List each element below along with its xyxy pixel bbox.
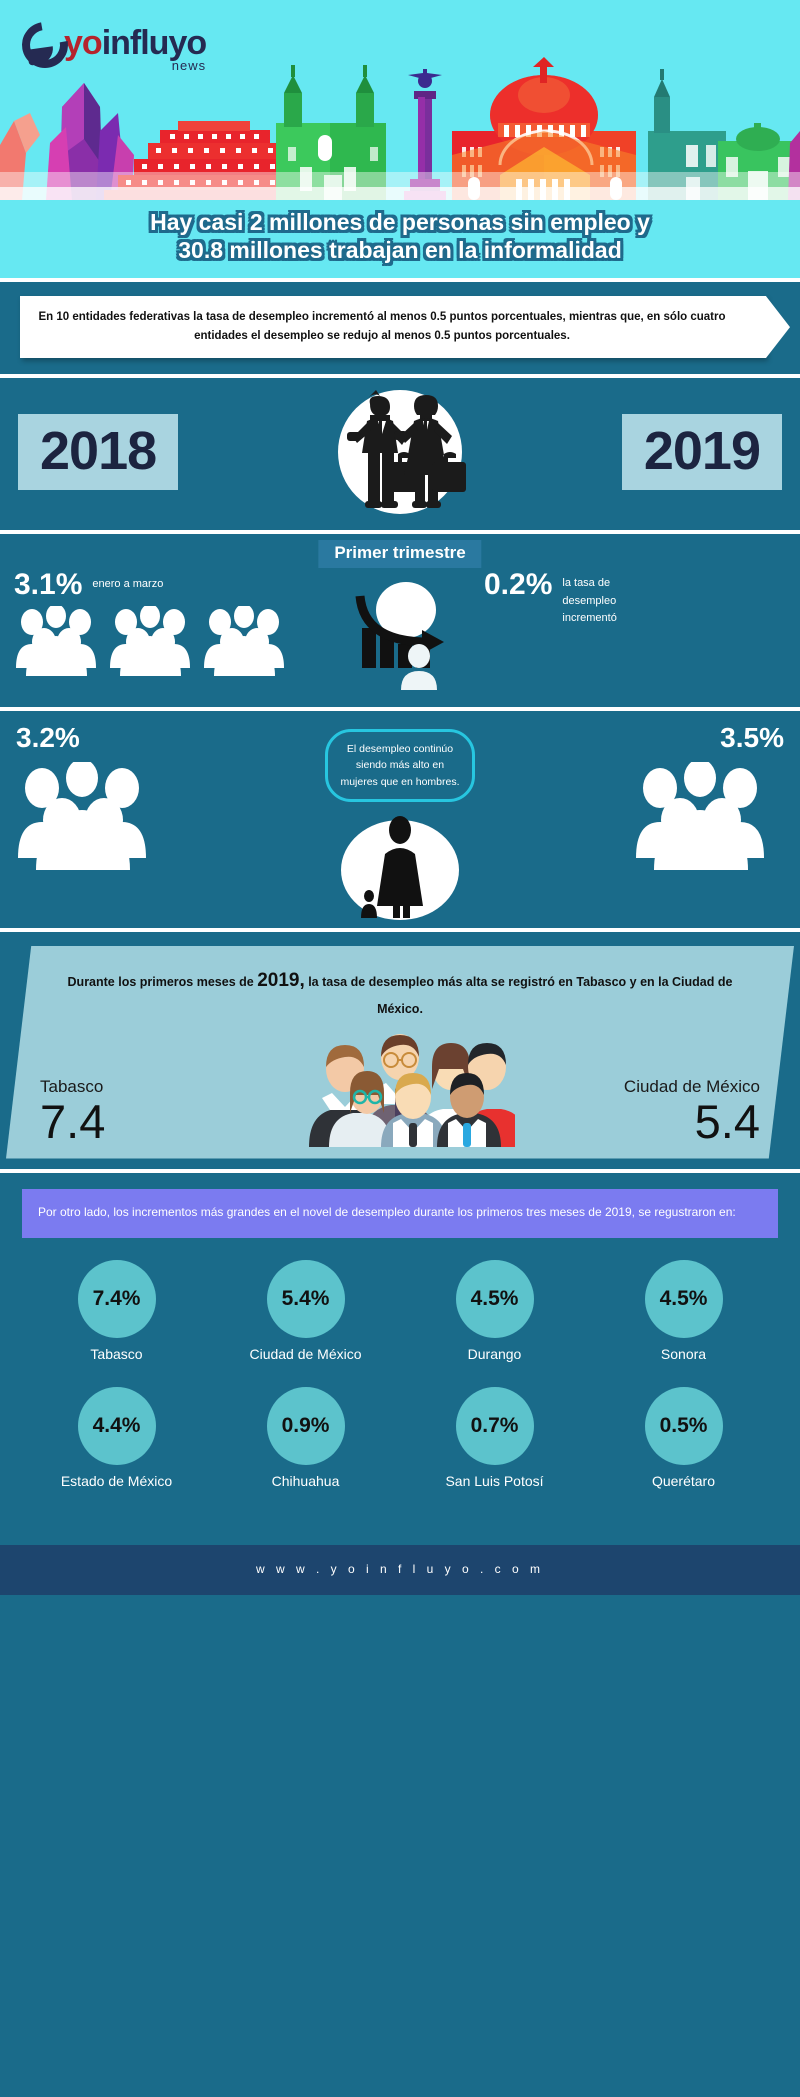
state-circle-value: 4.5%: [455, 1259, 534, 1338]
years-comparison-section: 2018: [0, 378, 800, 531]
states-headline: Durante los primeros meses de 2019, la t…: [40, 964, 760, 1021]
state-circle-item: 0.9% Chihuahua: [211, 1387, 400, 1491]
state-circle-value: 4.4%: [77, 1387, 156, 1466]
woman-silhouette-illustration: [325, 810, 475, 920]
year-2019-badge: 2019: [621, 414, 782, 491]
crowd-group-left: [14, 606, 314, 677]
state-circle-label: Chihuahua: [271, 1473, 340, 1490]
state-circle-value: 0.5%: [644, 1387, 723, 1466]
cdmx-label: Ciudad de México: [623, 1076, 760, 1096]
state-circle-label: Estado de México: [60, 1473, 173, 1490]
infographic-page: yoinfluyo news: [0, 0, 800, 1595]
page-title-line2: 30.8 millones trabajan en la informalida…: [178, 237, 622, 264]
site-logo[interactable]: yoinfluyo news: [12, 12, 207, 78]
section-divider-4: [0, 707, 800, 712]
intro-section: En 10 entidades federativas la tasa de d…: [0, 282, 800, 375]
state-circles-grid: 7.4% Tabasco 5.4% Ciudad de México 4.5% …: [22, 1259, 778, 1515]
tabasco-block: Tabasco 7.4: [40, 1077, 230, 1147]
state-circle-label: Ciudad de México: [249, 1345, 362, 1362]
headline-band: Hay casi 2 millones de personas sin empl…: [0, 200, 800, 279]
state-circle-value: 7.4%: [77, 1259, 156, 1338]
gender-note-bubble: El desempleo continúo siendo más alto en…: [325, 729, 475, 802]
page-title-line1: Hay casi 2 millones de personas sin empl…: [150, 209, 650, 235]
logo-text-news: news: [171, 58, 207, 73]
q1-increase-label-3: incrementó: [562, 612, 617, 625]
declining-chart-icon: [355, 582, 444, 669]
intro-text: En 10 entidades federativas la tasa de d…: [38, 311, 726, 343]
footer: w w w . y o i n f l u y o . c o m: [0, 1544, 800, 1595]
state-circle-item: 0.7% San Luis Potosí: [400, 1387, 589, 1491]
year-2018-badge: 2018: [18, 414, 179, 491]
q1-rate-value: 3.1%: [14, 568, 83, 602]
cdmx-block: Ciudad de México 5.4: [570, 1077, 760, 1147]
states-headline-year: 2019,: [257, 969, 305, 991]
state-circle-item: 4.5% Durango: [400, 1259, 589, 1364]
page-title: Hay casi 2 millones de personas sin empl…: [30, 208, 770, 264]
states-headline-pre: Durante los primeros meses de: [67, 974, 258, 989]
q1-increase-label-2: desempleo: [562, 594, 617, 607]
state-circle-value: 0.7%: [455, 1387, 534, 1466]
section-divider-2: [0, 374, 800, 379]
tabasco-value: 7.4: [40, 1095, 106, 1149]
first-quarter-section: Primer trimestre 3.1% enero a marzo: [0, 534, 800, 708]
intro-callout-box: En 10 entidades federativas la tasa de d…: [20, 296, 766, 359]
state-circle-item: 5.4% Ciudad de México: [211, 1259, 400, 1364]
people-group-icon: [204, 606, 284, 677]
women-rate-value: 3.5%: [720, 722, 784, 754]
logo-text-yo: yo: [64, 24, 103, 62]
q1-rate-label: enero a marzo: [92, 578, 164, 591]
q1-increase-label-1: la tasa de: [562, 577, 611, 590]
section-divider-3: [0, 530, 800, 535]
state-circle-value: 0.9%: [266, 1387, 345, 1466]
people-group-icon: [110, 606, 190, 677]
logo-text-influyo: influyo: [101, 24, 207, 62]
tabasco-label: Tabasco: [40, 1076, 104, 1096]
increments-banner: Por otro lado, los incrementos más grand…: [22, 1188, 778, 1238]
state-circle-item: 7.4% Tabasco: [22, 1259, 211, 1364]
cdmx-value: 5.4: [694, 1095, 760, 1149]
increments-section: Por otro lado, los incrementos más grand…: [0, 1172, 800, 1545]
state-circle-label: San Luis Potosí: [445, 1473, 544, 1490]
logo-circle-icon: [12, 12, 78, 78]
section-divider: [0, 278, 800, 283]
diverse-people-illustration: [309, 1033, 515, 1147]
state-circle-label: Querétaro: [651, 1473, 716, 1490]
header: yoinfluyo news: [0, 0, 800, 200]
gender-note-block: El desempleo continúo siendo más alto en…: [305, 723, 495, 920]
state-circle-label: Sonora: [660, 1345, 707, 1362]
section-divider-5: [0, 927, 800, 932]
single-person-icon: [401, 644, 437, 691]
men-rate-value: 3.2%: [16, 722, 80, 754]
highest-rate-states-section: Durante los primeros meses de 2019, la t…: [0, 931, 800, 1169]
women-block: 3.5%: [574, 722, 784, 875]
state-circle-value: 5.4%: [266, 1259, 345, 1338]
first-quarter-heading: Primer trimestre: [318, 540, 482, 569]
states-headline-post: la tasa de desempleo más alta se registr…: [304, 974, 733, 1017]
state-circle-item: 4.5% Sonora: [589, 1259, 778, 1364]
section-divider-6: [0, 1168, 800, 1173]
businessman-icon: [347, 390, 422, 509]
footer-url[interactable]: w w w . y o i n f l u y o . c o m: [255, 1561, 545, 1576]
people-group-icon: [16, 606, 96, 677]
people-group-men-icon: [18, 758, 146, 870]
state-circle-label: Durango: [467, 1345, 522, 1362]
mexico-city-skyline-illustration: [0, 57, 800, 200]
state-circle-value: 4.5%: [644, 1259, 723, 1338]
people-group-women-icon: [636, 758, 764, 870]
q1-increase-value: 0.2%: [484, 568, 553, 602]
state-circle-item: 4.4% Estado de México: [22, 1387, 211, 1491]
state-circle-label: Tabasco: [90, 1345, 143, 1362]
gender-comparison-section: 3.2% El desempleo continúo siendo más al…: [0, 711, 800, 928]
state-circle-item: 0.5% Querétaro: [589, 1387, 778, 1491]
states-panel: Durante los primeros meses de 2019, la t…: [6, 945, 794, 1159]
men-block: 3.2%: [16, 722, 226, 875]
businesswoman-icon: [394, 395, 466, 509]
business-duo-illustration: [310, 388, 490, 516]
